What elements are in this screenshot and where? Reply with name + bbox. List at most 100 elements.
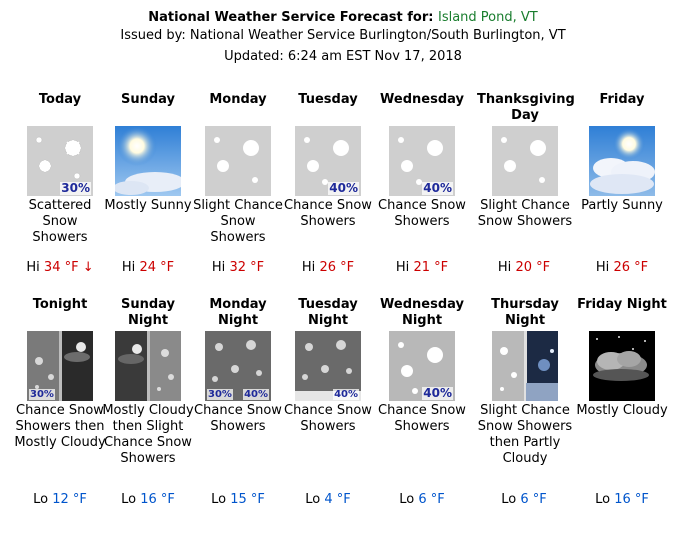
period-description: Chance Snow Showers: [378, 198, 466, 229]
hi-temp-today: Hi 34 °F ↓: [13, 260, 107, 275]
temp-value: 24 °F: [139, 260, 175, 275]
period-description: Slight Chance Snow Showers then Partly C…: [477, 403, 573, 466]
snow-then-cloudy-night-icon: 30%: [27, 331, 93, 401]
period-label: Thursday Night: [491, 297, 559, 328]
period-wednesday[interactable]: Wednesday 40% Chance Snow Showers: [375, 92, 469, 230]
temp-prefix: Lo: [305, 492, 321, 507]
period-tonight[interactable]: Tonight 30% Chance Snow Showers then Mos…: [13, 297, 107, 451]
temp-prefix: Hi: [301, 260, 316, 275]
period-description: Partly Sunny: [581, 198, 663, 213]
hi-temp-thanksgiving: Hi 20 °F: [477, 260, 571, 275]
period-description: Chance Snow Showers: [194, 403, 282, 434]
temp-prefix: Hi: [121, 260, 136, 275]
temp-value: 16 °F: [140, 492, 175, 507]
period-thanksgiving-day[interactable]: Thanksgiving Day Slight Chance Snow Show…: [477, 92, 575, 230]
period-monday[interactable]: Monday Slight Chance Snow Showers: [191, 92, 285, 246]
location-link[interactable]: Island Pond, VT: [437, 10, 538, 25]
temp-value: 26 °F: [613, 260, 649, 275]
period-description: Chance Snow Showers: [284, 403, 372, 434]
partly-sunny-icon: [589, 126, 655, 196]
period-friday[interactable]: Friday Partly Sunny: [575, 92, 669, 214]
lo-temp-sunday-night: Lo 16 °F: [101, 492, 195, 507]
period-sunday-night[interactable]: Sunday Night Mostly Cloudy then Slight C…: [101, 297, 195, 467]
hi-temp-friday: Hi 26 °F: [575, 260, 669, 275]
lo-temp-tuesday-night: Lo 4 °F: [281, 492, 375, 507]
temp-prefix: Lo: [399, 492, 415, 507]
hi-temp-wednesday: Hi 21 °F: [375, 260, 469, 275]
period-description: Chance Snow Showers: [378, 403, 466, 434]
pop-badge: 40%: [422, 181, 453, 195]
period-label: Wednesday Night: [380, 297, 464, 328]
snow-night-icon: 30% 40%: [205, 331, 271, 401]
mostly-cloudy-night-icon: [589, 331, 655, 401]
snow-showers-icon: 40%: [389, 126, 455, 196]
temp-prefix: Hi: [26, 260, 40, 275]
pop-badge: 40%: [422, 386, 453, 400]
period-wednesday-night[interactable]: Wednesday Night 40% Chance Snow Showers: [375, 297, 469, 435]
pop-badge-secondary: 40%: [243, 389, 269, 400]
temp-value: 34 °F ↓: [43, 260, 94, 275]
period-label: Friday: [599, 92, 645, 107]
period-label: Thanksgiving Day: [477, 92, 575, 123]
period-description: Mostly Cloudy then Slight Chance Snow Sh…: [102, 403, 194, 466]
lo-temp-monday-night: Lo 15 °F: [191, 492, 285, 507]
temp-value: 32 °F: [229, 260, 265, 275]
period-label: Friday Night: [577, 297, 667, 312]
period-sunday[interactable]: Sunday Mostly Sunny: [101, 92, 195, 214]
cloudy-then-snow-night-icon: [115, 331, 181, 401]
period-tuesday-night[interactable]: Tuesday Night 40% Chance Snow Showers: [281, 297, 375, 435]
forecast-title: National Weather Service Forecast for: I…: [0, 10, 686, 25]
temp-value: 12 °F: [52, 492, 87, 507]
hi-temp-sunday: Hi 24 °F: [101, 260, 195, 275]
pop-badge: 30%: [29, 389, 55, 400]
period-description: Mostly Cloudy: [576, 403, 668, 418]
updated-time: Updated: 6:24 am EST Nov 17, 2018: [224, 49, 462, 64]
period-tuesday[interactable]: Tuesday 40% Chance Snow Showers: [281, 92, 375, 230]
temp-prefix: Lo: [211, 492, 227, 507]
temp-prefix: Lo: [121, 492, 137, 507]
temp-prefix: Hi: [497, 260, 512, 275]
temp-value: 20 °F: [515, 260, 551, 275]
snow-showers-icon: [205, 126, 271, 196]
period-label: Tuesday Night: [298, 297, 358, 328]
period-label: Wednesday: [380, 92, 464, 107]
period-description: Chance Snow Showers then Mostly Cloudy: [14, 403, 106, 450]
snow-showers-icon: [492, 126, 558, 196]
snow-showers-icon: 30%: [27, 126, 93, 196]
pop-badge: 30%: [60, 181, 91, 195]
period-label: Tonight: [32, 297, 88, 312]
snow-night-icon: 40%: [295, 331, 361, 401]
issued-by: Issued by: National Weather Service Burl…: [120, 28, 566, 43]
temp-prefix: Hi: [595, 260, 610, 275]
pop-badge: 40%: [328, 181, 359, 195]
period-description: Scattered Snow Showers: [28, 198, 92, 245]
hi-temp-tuesday: Hi 26 °F: [281, 260, 375, 275]
period-label: Monday Night: [209, 297, 267, 328]
period-label: Today: [38, 92, 82, 107]
period-friday-night[interactable]: Friday Night Mostly Cloudy: [575, 297, 669, 419]
pop-badge: 40%: [333, 389, 359, 400]
period-today[interactable]: Today 30% Scattered Snow Showers: [13, 92, 107, 246]
temp-value: 26 °F: [319, 260, 355, 275]
temp-value: 16 °F: [614, 492, 649, 507]
temp-value: 21 °F: [413, 260, 449, 275]
temp-value: 4 °F: [324, 492, 351, 507]
hi-temp-monday: Hi 32 °F: [191, 260, 285, 275]
period-label: Monday: [209, 92, 267, 107]
period-monday-night[interactable]: Monday Night 30% 40% Chance Snow Showers: [191, 297, 285, 435]
period-thursday-night[interactable]: Thursday Night Slight Chance Snow Shower…: [477, 297, 573, 467]
period-label: Sunday Night: [120, 297, 176, 328]
period-label: Sunday: [120, 92, 176, 107]
temp-value: 15 °F: [230, 492, 265, 507]
lo-temp-tonight: Lo 12 °F: [13, 492, 107, 507]
period-description: Slight Chance Snow Showers: [193, 198, 283, 245]
period-description: Slight Chance Snow Showers: [477, 198, 573, 229]
snow-showers-icon: 40%: [389, 331, 455, 401]
temp-prefix: Hi: [211, 260, 226, 275]
lo-temp-friday-night: Lo 16 °F: [575, 492, 669, 507]
period-label: Tuesday: [298, 92, 358, 107]
period-description: Chance Snow Showers: [284, 198, 372, 229]
temp-prefix: Lo: [501, 492, 517, 507]
temp-value: 6 °F: [418, 492, 445, 507]
title-prefix: National Weather Service Forecast for:: [148, 10, 434, 25]
